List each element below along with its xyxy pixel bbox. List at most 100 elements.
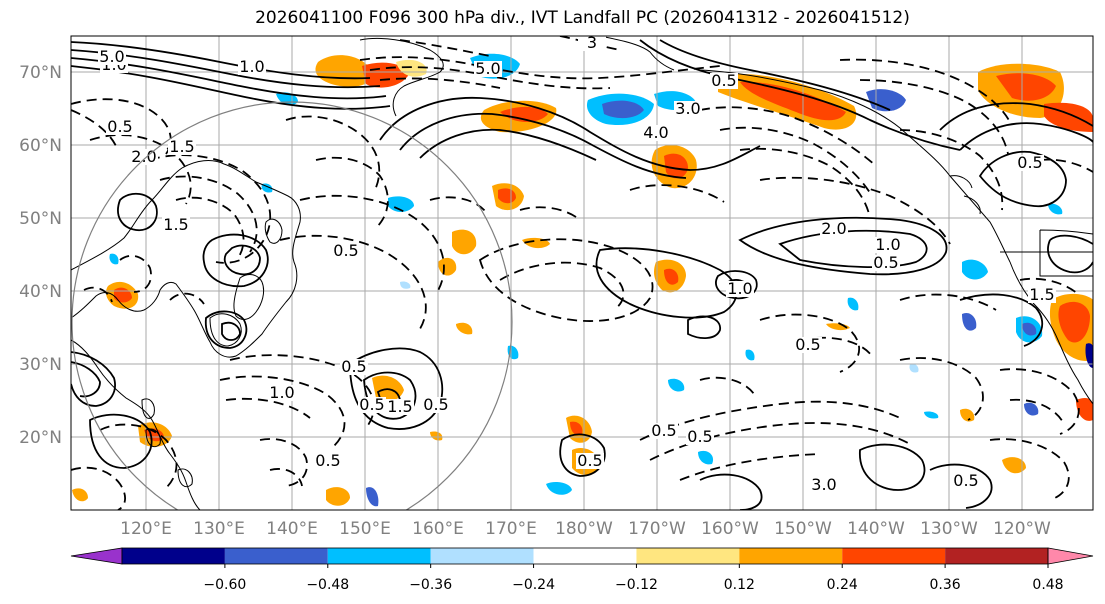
contour-label: 1.5 <box>387 397 412 416</box>
colorbar-segment <box>636 548 740 564</box>
longitude-label: 130°W <box>920 519 978 539</box>
contour-label-bg <box>1028 287 1056 303</box>
longitude-label: 120°W <box>993 519 1051 539</box>
colorbar-tick-label: −0.60 <box>203 577 246 593</box>
contour-label-bg <box>238 59 266 75</box>
longitude-label: 140°W <box>847 519 905 539</box>
contour-label-bg <box>98 49 126 65</box>
contour-label: 3 <box>587 33 597 52</box>
colorbar-tick-label: 0.24 <box>827 577 858 593</box>
colorbar-segment <box>739 548 843 564</box>
contour-label: 0.5 <box>315 451 340 470</box>
colorbar-tick-label: −0.12 <box>615 577 658 593</box>
colorbar-segment <box>842 548 946 564</box>
longitude-label: 130°E <box>193 519 245 539</box>
contour-label: 1.0 <box>727 279 752 298</box>
contour-label: 0.5 <box>873 253 898 272</box>
contour-label: 1.0 <box>239 57 264 76</box>
contour-label: 0.5 <box>107 117 132 136</box>
contour-label: 1.0 <box>269 383 294 402</box>
divergence-shading <box>72 53 1093 507</box>
contour-label-bg <box>810 477 838 493</box>
latitude-label: 50°N <box>19 209 62 229</box>
contour-label: 0.5 <box>1017 153 1042 172</box>
longitude-label: 180°W <box>555 519 613 539</box>
longitude-label: 160°E <box>412 519 464 539</box>
contour-label-bg <box>578 35 606 51</box>
contour-labels: 1.05.030.51.52.01.05.00.54.03.00.51.52.0… <box>98 33 1056 494</box>
colorbar-segment <box>122 548 225 564</box>
contour-label: 4.0 <box>643 123 668 142</box>
contour-label: 0.5 <box>359 395 384 414</box>
contour-label: 0.5 <box>687 427 712 446</box>
contour-label-bg <box>874 237 902 253</box>
lat-lon-grid <box>71 36 1093 510</box>
contour-label-bg <box>726 281 754 297</box>
contour-label: 5.0 <box>475 59 500 78</box>
contour-label-bg <box>576 453 604 469</box>
contour-label-bg <box>1016 155 1044 171</box>
colorbar-extend-max <box>1047 547 1094 565</box>
contour-label-bg <box>872 255 900 271</box>
contour-label-bg <box>168 139 196 155</box>
landfall-region-circle <box>71 101 513 510</box>
contour-label: 2.0 <box>131 147 156 166</box>
contour-label: 0.5 <box>577 451 602 470</box>
contour-label: 2.0 <box>821 219 846 238</box>
contour-label: 1.0 <box>875 235 900 254</box>
colorbar: −0.60 −0.48 −0.36 −0.24 −0.12 0.12 0.24 0.36 0.4… <box>70 547 1094 593</box>
contour-label-bg <box>650 423 678 439</box>
contour-label: 1.5 <box>1029 285 1054 304</box>
contour-label-bg <box>106 119 134 135</box>
contour-label-bg <box>674 101 702 117</box>
longitude-label: 120°E <box>120 519 172 539</box>
contour-label-bg <box>422 397 450 413</box>
colorbar-segment <box>945 548 1048 564</box>
colorbar-segment <box>533 548 637 564</box>
positive-divergence-patch <box>72 55 1093 506</box>
contour-label: 1.5 <box>169 137 194 156</box>
contour-label: 0.5 <box>795 335 820 354</box>
contour-label-bg <box>314 453 342 469</box>
contour-label: 3.0 <box>675 99 700 118</box>
colorbar-extend-min <box>70 547 123 565</box>
longitude-labels: 120°E 130°E 140°E 150°E 160°E 170°E 180°W 170°W… <box>120 519 1051 539</box>
contour-label-bg <box>642 125 670 141</box>
contour-label: 3.0 <box>811 475 836 494</box>
contour-label: 0.5 <box>711 71 736 90</box>
map-frame <box>70 35 1094 511</box>
latitude-label: 70°N <box>19 63 62 83</box>
contour-label: 5.0 <box>99 47 124 66</box>
contour-label: 0.5 <box>341 357 366 376</box>
longitude-label: 150°W <box>774 519 832 539</box>
colorbar-tick-label: 0.48 <box>1032 577 1063 593</box>
contour-label-bg <box>332 243 360 259</box>
map-title: 2026041100 F096 300 hPa div., IVT Landfa… <box>255 8 910 28</box>
colorbar-segment <box>430 548 534 564</box>
contour-label: 0.5 <box>333 241 358 260</box>
contour-label-bg <box>820 221 848 237</box>
contour-label-bg <box>162 217 190 233</box>
longitude-label: 170°W <box>628 519 686 539</box>
contour-label: 1.5 <box>163 215 188 234</box>
latitude-labels: 70°N 60°N 50°N 40°N 30°N 20°N <box>19 63 62 448</box>
contour-label-bg <box>710 73 738 89</box>
latitude-label: 60°N <box>19 136 62 156</box>
colorbar-tick-label: −0.48 <box>306 577 349 593</box>
latitude-label: 30°N <box>19 355 62 375</box>
colorbar-tick-label: −0.36 <box>409 577 452 593</box>
contour-label-bg <box>268 385 296 401</box>
longitude-label: 150°E <box>339 519 391 539</box>
colorbar-segment <box>224 548 328 564</box>
colorbar-segment <box>327 548 431 564</box>
longitude-label: 140°E <box>266 519 318 539</box>
colorbar-tick-label: −0.24 <box>512 577 555 593</box>
longitude-label: 170°E <box>485 519 537 539</box>
contour-label: 0.5 <box>423 395 448 414</box>
contour-label-bg <box>686 429 714 445</box>
latitude-label: 20°N <box>19 428 62 448</box>
contour-label-bg <box>474 61 502 77</box>
longitude-label: 160°W <box>701 519 759 539</box>
contour-label-bg <box>358 397 386 413</box>
